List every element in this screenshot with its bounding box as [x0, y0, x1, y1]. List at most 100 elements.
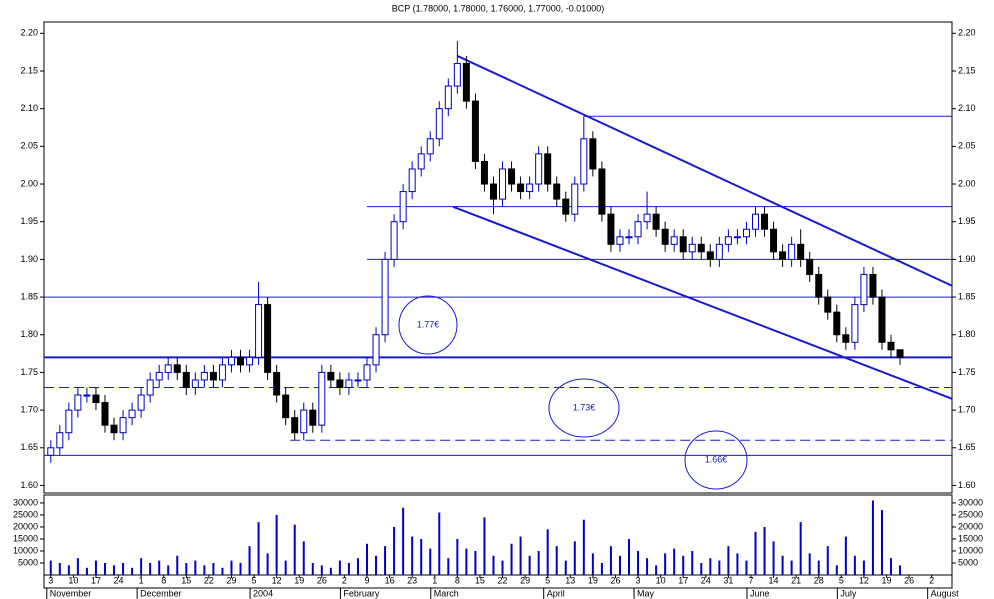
x-tick-label: 17: [678, 575, 688, 585]
x-tick-label: 16: [385, 575, 395, 585]
x-tick-label: 2: [929, 575, 934, 585]
candle-body: [164, 364, 172, 373]
month-label: May: [637, 588, 655, 598]
annotation-label: 1.77€: [417, 319, 440, 329]
y2-tick-label: 30000: [13, 497, 38, 507]
y-tick-label: 1.80: [958, 329, 976, 339]
candle-body: [544, 153, 552, 185]
y-tick-label: 2.10: [20, 103, 38, 113]
annotation-ellipse: [398, 295, 458, 355]
y-tick-label: 1.85: [958, 291, 976, 301]
candle-body: [625, 236, 633, 239]
candle-body: [137, 394, 145, 411]
candle-body: [779, 251, 787, 260]
candle-body: [218, 364, 226, 381]
x-tick-label: 22: [204, 575, 214, 585]
y-tick-label: 1.85: [20, 291, 38, 301]
x-tick-label: 29: [226, 575, 236, 585]
candle-body: [824, 296, 832, 313]
candle-body: [788, 243, 796, 260]
candle-body: [92, 394, 100, 404]
x-tick-label: 5: [545, 575, 550, 585]
y-tick-label: 2.20: [958, 28, 976, 38]
month-label: August: [931, 588, 960, 598]
month-label: April: [547, 588, 565, 598]
candle-body: [264, 304, 272, 373]
candle-body: [571, 183, 579, 215]
y2-tick-label: 25000: [13, 509, 38, 519]
candle-body: [715, 243, 723, 260]
y-tick-label: 2.05: [20, 141, 38, 151]
candle-body: [526, 183, 534, 193]
x-tick-label: 22: [498, 575, 508, 585]
candle-body: [616, 236, 624, 245]
candle-body: [110, 424, 118, 434]
candle-body: [724, 236, 732, 245]
candle-body: [309, 409, 317, 426]
y-tick-label: 2.15: [20, 65, 38, 75]
candle-body: [255, 304, 263, 358]
y-tick-label: 1.95: [958, 216, 976, 226]
x-tick-label: 17: [91, 575, 101, 585]
candle-body: [390, 221, 398, 260]
x-tick-label: 15: [181, 575, 191, 585]
y-tick-label: 2.05: [958, 141, 976, 151]
x-tick-label: 19: [588, 575, 598, 585]
candle-body: [851, 304, 859, 343]
y-tick-label: 1.75: [20, 367, 38, 377]
candle-body: [643, 213, 651, 223]
x-tick-label: 8: [455, 575, 460, 585]
x-tick-label: 19: [881, 575, 891, 585]
x-tick-label: 26: [904, 575, 914, 585]
chart-title: BCP (1.78000, 1.78000, 1.76000, 1.77000,…: [392, 3, 605, 13]
candle-body: [508, 168, 516, 185]
candle-body: [688, 243, 696, 253]
y2-tick-label: 20000: [958, 521, 983, 531]
y2-tick-label: 5000: [958, 557, 978, 567]
candle-body: [237, 356, 245, 366]
candle-body: [598, 168, 606, 215]
candle-body: [761, 213, 769, 230]
candle-body: [535, 153, 543, 185]
candle-body: [499, 168, 507, 200]
x-tick-label: 26: [610, 575, 620, 585]
y-tick-label: 2.10: [958, 103, 976, 113]
candle-body: [517, 183, 525, 193]
x-tick-label: 10: [656, 575, 666, 585]
candle-body: [697, 243, 705, 253]
annotation-label: 1.66€: [705, 454, 728, 464]
candle-body: [471, 100, 479, 162]
candle-body: [453, 62, 461, 87]
x-tick-label: 12: [859, 575, 869, 585]
x-tick-label: 3: [636, 575, 641, 585]
candle-body: [318, 371, 326, 426]
candle-body: [182, 371, 190, 388]
candle-body: [842, 334, 850, 343]
x-tick-label: 7: [748, 575, 753, 585]
candle-body: [146, 379, 154, 396]
candle-body: [553, 183, 561, 200]
month-label: March: [434, 588, 459, 598]
candle-body: [191, 379, 199, 388]
trend-line: [456, 55, 953, 287]
price-panel: [43, 21, 953, 494]
y-tick-label: 1.90: [958, 254, 976, 264]
candle-body: [381, 258, 389, 336]
x-tick-label: 19: [294, 575, 304, 585]
candle-body: [417, 153, 425, 170]
candle-body: [797, 243, 805, 260]
trend-line: [452, 205, 953, 400]
x-tick-label: 1: [432, 575, 437, 585]
candle-body: [246, 356, 254, 366]
candle-body: [291, 417, 299, 434]
candle-body: [435, 108, 443, 140]
x-tick-label: 23: [407, 575, 417, 585]
x-tick-label: 21: [791, 575, 801, 585]
candle-body: [806, 258, 814, 275]
month-label: 2004: [253, 588, 273, 598]
candle-body: [480, 160, 488, 185]
y2-tick-label: 20000: [13, 521, 38, 531]
date-axis: [43, 574, 953, 589]
